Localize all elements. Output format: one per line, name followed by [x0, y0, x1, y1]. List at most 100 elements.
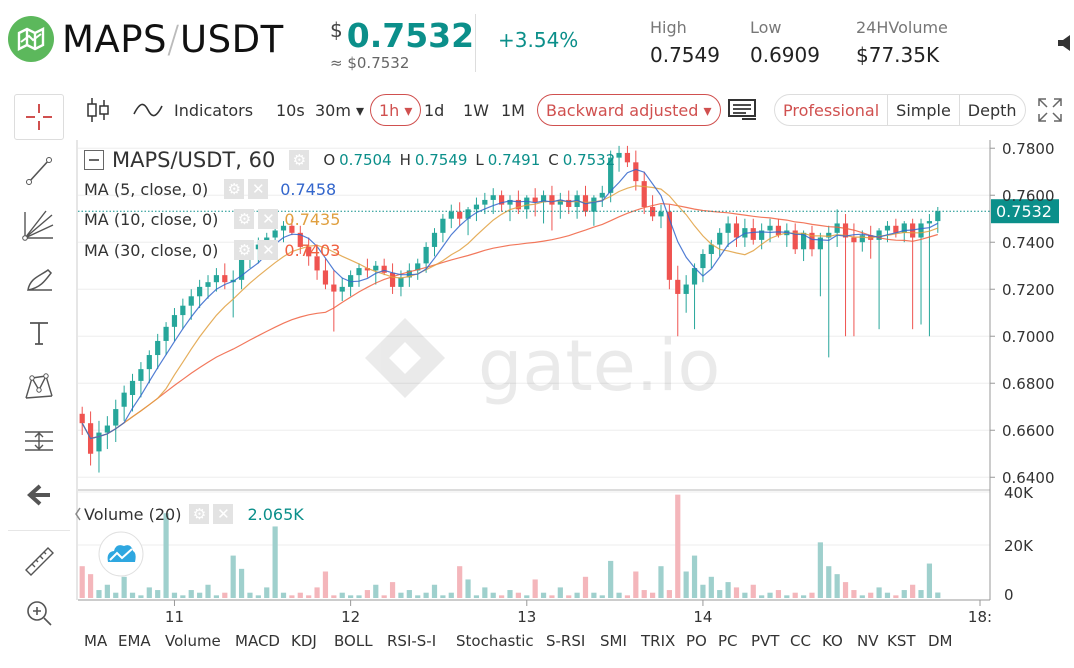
mode-simple[interactable]: Simple — [887, 95, 959, 125]
ma30-settings-icon[interactable]: ⚙ — [234, 240, 255, 260]
indicator-tab-ko[interactable]: KO — [822, 632, 843, 650]
interval-1m[interactable]: 1M — [501, 100, 525, 120]
candle-body — [398, 277, 404, 287]
indicator-tab-smi[interactable]: SMI — [600, 632, 627, 650]
candle-body — [423, 246, 429, 264]
pair-title: MAPS/USDT — [62, 18, 284, 61]
mode-professional[interactable]: Professional — [783, 100, 880, 120]
indicator-tab-ema[interactable]: EMA — [118, 632, 151, 650]
candle — [155, 333, 161, 370]
volume-bar — [566, 595, 572, 598]
candle — [314, 249, 320, 280]
indicator-tab-ma[interactable]: MA — [84, 632, 108, 650]
ma10-line — [81, 185, 939, 440]
candle-body — [490, 195, 496, 200]
cloud-chart-button[interactable] — [98, 531, 144, 577]
interval-1w[interactable]: 1W — [463, 100, 489, 120]
candle-body — [348, 275, 354, 287]
volume-bar — [549, 595, 555, 598]
volume-bar — [582, 576, 589, 598]
interval-1d[interactable]: 1d — [424, 100, 445, 120]
indicator-tab-nv[interactable]: NV — [857, 632, 879, 650]
candle-body — [876, 230, 882, 240]
indicator-tab-cc[interactable]: CC — [790, 632, 811, 650]
mode-depth[interactable]: Depth — [958, 95, 1025, 125]
candle-body — [482, 199, 488, 205]
speaker-icon[interactable] — [1058, 34, 1072, 56]
indicator-tab-pvt[interactable]: PVT — [751, 632, 780, 650]
indicator-tab-pc[interactable]: PC — [718, 632, 738, 650]
zoom-in-icon[interactable] — [14, 590, 64, 636]
candle-type-icon[interactable] — [86, 94, 110, 126]
trend-line-tool-icon[interactable] — [14, 148, 64, 194]
indicator-tab-macd[interactable]: MACD — [235, 632, 280, 650]
measure-tool-icon[interactable] — [14, 418, 64, 464]
indicator-tab-stochastic[interactable]: Stochastic — [456, 632, 534, 650]
drawing-toolbar — [0, 90, 78, 668]
candle — [918, 218, 924, 325]
indicators-wave-icon — [133, 103, 163, 117]
adjust-dropdown[interactable]: Backward adjusted ▾ — [537, 94, 721, 126]
volume-bar — [868, 592, 874, 598]
indicator-tab-po[interactable]: PO — [686, 632, 707, 650]
indicator-tab-kdj[interactable]: KDJ — [291, 632, 317, 650]
candle-body — [104, 425, 110, 433]
candle-body — [431, 232, 438, 247]
chart-settings-icon[interactable]: ⚙ — [289, 150, 310, 170]
ma30-remove-icon[interactable]: ✕ — [258, 240, 279, 260]
volume-bar — [742, 592, 748, 598]
maps-logo-icon — [8, 16, 54, 62]
volume-remove-icon[interactable]: ✕ — [213, 504, 234, 524]
indicator-tab-kst[interactable]: KST — [887, 632, 916, 650]
interval-30m[interactable]: 30m ▾ — [315, 100, 365, 120]
pattern-tool-icon[interactable] — [14, 364, 64, 410]
view-mode-group: Professional Simple Depth — [774, 94, 1026, 126]
indicator-tab-rsi-s-i[interactable]: RSI-S-I — [387, 632, 437, 650]
indicator-tab-trix[interactable]: TRIX — [641, 632, 676, 650]
collapse-icon[interactable] — [84, 150, 104, 170]
watermark-logo-icon — [365, 318, 445, 398]
candle-body — [222, 275, 228, 283]
candle-body — [499, 195, 505, 205]
indicator-tab-boll[interactable]: BOLL — [334, 632, 373, 650]
ma5-remove-icon[interactable]: ✕ — [248, 179, 269, 199]
scroll-left-icon[interactable] — [75, 507, 81, 521]
settings-list-icon[interactable] — [728, 94, 758, 126]
back-arrow-icon[interactable] — [14, 472, 64, 518]
text-tool-icon[interactable] — [14, 310, 64, 356]
candle-body — [163, 326, 169, 341]
volume-bar — [608, 560, 614, 598]
ma10-settings-icon[interactable]: ⚙ — [234, 209, 255, 229]
quote-symbol: USDT — [180, 18, 284, 61]
last-price: $0.7532 — [330, 10, 474, 56]
crosshair-tool-icon[interactable] — [14, 94, 64, 140]
volume-bar — [926, 563, 933, 598]
indicator-tab-volume[interactable]: Volume — [165, 632, 221, 650]
candle — [910, 218, 916, 330]
interval-1h[interactable]: 1h ▾ — [370, 94, 422, 126]
volume-bar — [532, 579, 538, 598]
volume-bar — [700, 584, 706, 598]
interval-10s[interactable]: 10s — [276, 100, 305, 120]
brush-tool-icon[interactable] — [14, 256, 64, 302]
volume-bar — [683, 571, 689, 598]
ma10-remove-icon[interactable]: ✕ — [258, 209, 279, 229]
candle-body — [356, 268, 362, 276]
ma5-settings-icon[interactable]: ⚙ — [224, 179, 245, 199]
fullscreen-icon[interactable] — [1036, 94, 1064, 126]
fib-fan-tool-icon[interactable] — [14, 202, 64, 248]
candle — [163, 322, 169, 356]
cloud-icon — [107, 545, 136, 562]
indicators-button[interactable]: Indicators — [132, 94, 253, 126]
volume-bar — [457, 566, 463, 598]
volume-bar — [171, 592, 178, 598]
volume-settings-icon[interactable]: ⚙ — [189, 504, 210, 524]
chart-toolbar: Indicators 10s 30m ▾ 1h ▾ 1d 1W 1M Backw… — [82, 92, 1074, 130]
indicator-tab-dm[interactable]: DM — [928, 632, 953, 650]
indicator-tab-s-rsi[interactable]: S-RSI — [546, 632, 586, 650]
ruler-tool-icon[interactable] — [14, 538, 64, 584]
candle-body — [767, 225, 773, 231]
volume-bar — [641, 590, 647, 598]
volume-bar — [717, 590, 723, 598]
